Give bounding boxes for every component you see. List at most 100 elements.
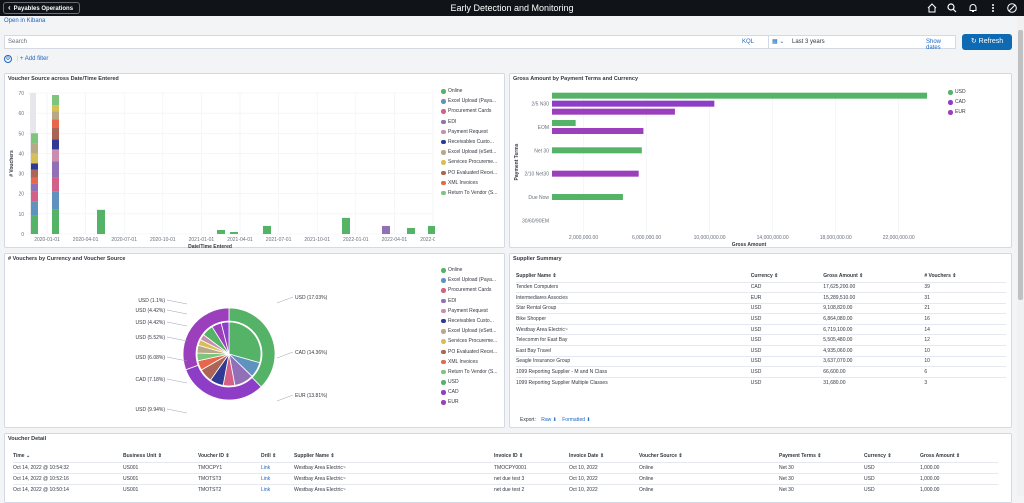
search-input[interactable]: Search xyxy=(8,39,28,45)
legend-item[interactable]: Excel Upload (Paya... xyxy=(441,98,497,108)
table-row: Oct 14, 2022 @ 10:54:32 US001 TMOCPY1 Link W… xyxy=(13,461,998,473)
legend-label: Excel Upload (eSett... xyxy=(448,149,497,156)
column-header[interactable]: Currency ⇕ xyxy=(750,273,779,280)
column-header[interactable]: # Vouchers ⇕ xyxy=(924,273,957,280)
table-cell: 15,289,510.00 xyxy=(823,292,925,304)
legend-item[interactable]: Online xyxy=(441,88,497,98)
legend-item[interactable]: Procurement Cards xyxy=(441,108,497,118)
leader-line xyxy=(166,336,188,342)
table-row: Star Rental Group USD 9,108,820.00 21 xyxy=(516,302,1006,314)
refresh-button[interactable]: ↻ Refresh xyxy=(962,34,1012,50)
legend-item[interactable]: Receivables Custo... xyxy=(441,139,497,149)
legend-item[interactable]: EDI xyxy=(441,298,497,308)
table-row: East Bay Travel USD 4,935,060.00 10 xyxy=(516,345,1006,357)
legend-item[interactable]: Payment Request xyxy=(441,129,497,139)
vouchers-pie-chart: USD (17.03%) CAD (14.36%) EUR (13.81%) USD … xyxy=(136,295,328,414)
table-cell: 1,000.00 xyxy=(920,483,998,495)
table-row: Intermediares Associes EUR 15,289,510.00 31 xyxy=(516,292,1006,304)
legend-label: Return To Vendor (S... xyxy=(448,368,498,375)
more-vertical-icon[interactable] xyxy=(987,2,999,14)
bar-segment xyxy=(31,177,38,184)
legend-item[interactable]: EUR xyxy=(441,399,497,409)
no-entry-icon[interactable] xyxy=(1006,2,1018,14)
legend-item[interactable]: Services Procureme... xyxy=(441,338,497,348)
calendar-icon[interactable]: ▦ ⌄ xyxy=(768,36,788,48)
drill-link[interactable]: Link xyxy=(261,461,294,473)
table-cell: 1099 Reporting Supplier Multiple Classes xyxy=(516,376,751,388)
legend-item[interactable]: Services Procureme... xyxy=(441,159,497,169)
search-icon[interactable] xyxy=(946,2,958,14)
voucher-detail-table: Time ⌄ Business Unit ⇕ Voucher ID ⇕ Drill ⇕… xyxy=(13,451,998,495)
legend-item[interactable]: Online xyxy=(441,267,497,277)
bar-segment xyxy=(31,143,38,154)
legend-item[interactable]: Excel Upload (eSett... xyxy=(441,149,497,159)
home-icon[interactable] xyxy=(926,2,938,14)
export-raw-link[interactable]: Raw ⬇ xyxy=(541,417,557,423)
query-bar: Search KQL ▦ ⌄ Last 3 years Show dates xyxy=(4,35,956,51)
bar-segment xyxy=(52,209,59,234)
table-cell: Telecomm for East Bay xyxy=(516,334,751,346)
legend-item[interactable]: PO Evaluated Recei... xyxy=(441,349,497,359)
panel-title: Supplier Summary xyxy=(513,256,562,262)
table-cell: Net 30 xyxy=(779,472,864,484)
legend-item[interactable]: CAD xyxy=(948,99,966,109)
table-cell: US001 xyxy=(123,461,198,473)
legend-item[interactable]: EUR xyxy=(948,109,966,119)
bar xyxy=(428,225,435,234)
legend-item[interactable]: Excel Upload (eSett... xyxy=(441,328,497,338)
column-header[interactable]: Gross Amount ⇕ xyxy=(823,273,864,280)
column-header[interactable]: Voucher Source ⇕ xyxy=(639,453,683,460)
table-cell: 10 xyxy=(924,345,1006,357)
column-header[interactable]: Voucher ID ⇕ xyxy=(198,453,230,460)
open-in-kibana-link[interactable]: Open in Kibana xyxy=(4,18,46,24)
show-dates-link[interactable]: Show dates xyxy=(926,39,942,51)
legend-item[interactable]: Return To Vendor (S... xyxy=(441,369,497,379)
legend-label: Procurement Cards xyxy=(448,287,492,294)
supplier-table: Supplier Name ⇕ Currency ⇕ Gross Amount ⇕ #… xyxy=(516,271,1006,388)
legend-item[interactable]: USD xyxy=(441,379,497,389)
divider: | xyxy=(16,56,19,62)
column-header[interactable]: Payment Terms ⇕ xyxy=(779,453,822,460)
y-axis-label: # Vouchers xyxy=(9,150,15,177)
legend-item[interactable]: USD xyxy=(948,89,966,99)
bar-segment xyxy=(52,119,59,128)
bar xyxy=(552,108,675,115)
y-tick-label: EOM xyxy=(538,125,549,131)
column-header[interactable]: Time ⌄ xyxy=(13,453,31,460)
kql-toggle[interactable]: KQL xyxy=(742,39,755,45)
legend-item[interactable]: PO Evaluated Recei... xyxy=(441,170,497,180)
back-button[interactable]: ‹ Payables Operations xyxy=(3,2,81,14)
column-header[interactable]: Business Unit ⇕ xyxy=(123,453,162,460)
column-header[interactable]: Supplier Name ⇕ xyxy=(516,273,557,280)
legend-dot xyxy=(441,150,446,155)
x-tick-label: 22,000,000.00 xyxy=(883,235,915,241)
bell-icon[interactable] xyxy=(967,2,979,14)
date-range[interactable]: Last 3 years xyxy=(792,39,825,45)
legend-item[interactable]: Excel Upload (Paya... xyxy=(441,277,497,287)
legend-label: EDI xyxy=(448,297,457,304)
column-header[interactable]: Supplier Name ⇕ xyxy=(294,453,335,460)
filter-options-icon[interactable]: ⚙ xyxy=(4,55,12,63)
column-header[interactable]: Gross Amount ⇕ xyxy=(920,453,961,460)
table-cell: Seagle Insurance Group xyxy=(516,355,751,367)
top-bar: ‹ Payables Operations Early Detection and… xyxy=(0,0,1024,16)
legend-item[interactable]: Receivables Custo... xyxy=(441,318,497,328)
legend-item[interactable]: Procurement Cards xyxy=(441,287,497,297)
legend-item[interactable]: EDI xyxy=(441,119,497,129)
legend-dot xyxy=(948,90,953,95)
legend-item[interactable]: Payment Request xyxy=(441,308,497,318)
legend-item[interactable]: XML Invoices xyxy=(441,180,497,190)
legend-item[interactable]: CAD xyxy=(441,389,497,399)
drill-link[interactable]: Link xyxy=(261,483,294,495)
export-formatted-link[interactable]: Formatted ⬇ xyxy=(562,417,591,423)
add-filter-button[interactable]: + Add filter xyxy=(19,56,49,62)
scrollbar-thumb[interactable] xyxy=(1018,30,1023,300)
column-header[interactable]: Drill ⇕ xyxy=(261,453,277,460)
column-header[interactable]: Invoice Date ⇕ xyxy=(569,453,605,460)
column-header[interactable]: Invoice ID ⇕ xyxy=(494,453,524,460)
column-header[interactable]: Currency ⇕ xyxy=(864,453,892,460)
legend-item[interactable]: Return To Vendor (S... xyxy=(441,190,497,200)
legend-item[interactable]: XML Invoices xyxy=(441,359,497,369)
legend-dot xyxy=(441,390,446,395)
drill-link[interactable]: Link xyxy=(261,472,294,484)
